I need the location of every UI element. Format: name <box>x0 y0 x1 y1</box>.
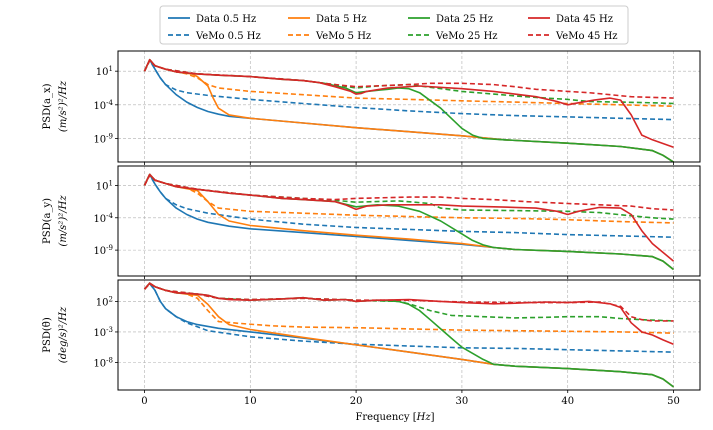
legend-label-vemo_05: VeMo 0.5 Hz <box>195 31 261 42</box>
series-vemo_45-theta <box>143 282 674 322</box>
legend-label-data_05: Data 0.5 Hz <box>196 14 256 25</box>
series-vemo_5-ay <box>143 174 674 224</box>
series-vemo_25-ax <box>143 59 674 105</box>
y-tick-label-ax-0-base: 10 <box>96 67 109 78</box>
legend-label-vemo_5: VeMo 5 Hz <box>315 31 371 42</box>
y-axis-unit-ay: (m/s²)²/Hz <box>58 195 69 247</box>
panel-frame-ax <box>117 50 701 163</box>
y-tick-label-ay-1: 10-4 <box>93 212 113 225</box>
y-tick-label-ax-1-base: 10 <box>93 101 106 112</box>
y-tick-label-theta-1: 10-3 <box>93 326 113 339</box>
series-vemo_05-ay <box>143 174 674 238</box>
y-tick-label-ay-2-base: 10 <box>93 246 106 257</box>
y-axis-unit-theta: (deg/s)²/Hz <box>58 306 69 363</box>
series-vemo_05-theta <box>143 282 674 353</box>
y-tick-label-ax-1-exp: -4 <box>106 99 113 107</box>
y-tick-label-theta-1-exp: -3 <box>106 326 113 334</box>
legend-label-data_45: Data 45 Hz <box>556 14 613 25</box>
x-tick-label-2: 20 <box>350 396 363 407</box>
y-tick-label-theta-2-base: 10 <box>93 359 106 370</box>
series-vemo_45-ax <box>143 59 674 99</box>
y-tick-label-theta-0-base: 10 <box>96 297 109 308</box>
y-axis-label-ay: PSD(a_y) <box>42 198 53 244</box>
y-tick-label-theta-0-exp: 2 <box>109 295 113 303</box>
y-tick-label-theta-1-base: 10 <box>93 328 106 339</box>
x-axis-label-text: Frequency <box>355 412 409 423</box>
series-data_45-theta <box>143 282 674 345</box>
series-vemo_45-ay <box>143 174 674 211</box>
series-group-ay <box>143 173 675 271</box>
y-tick-label-ay-1-exp: -4 <box>106 212 113 220</box>
x-tick-label-1: 10 <box>244 396 257 407</box>
series-vemo_5-theta <box>143 282 674 334</box>
panel-frame-theta <box>117 279 701 391</box>
legend-box <box>159 5 629 45</box>
y-tick-label-ax-0-exp: 1 <box>109 65 113 73</box>
series-group-theta <box>143 282 674 388</box>
x-tick-label-0: 0 <box>141 396 147 407</box>
legend-label-vemo_25: VeMo 25 Hz <box>435 31 498 42</box>
x-tick-label-3: 30 <box>456 396 469 407</box>
series-group-ax <box>143 58 674 162</box>
y-axis-label-theta: PSD(θ̇) <box>42 317 53 353</box>
y-tick-label-ax-2: 10-9 <box>93 132 113 145</box>
y-tick-label-ax-1: 10-4 <box>93 99 113 112</box>
y-tick-label-theta-0: 102 <box>96 295 113 308</box>
y-tick-label-ay-2-exp: -9 <box>106 244 113 252</box>
y-tick-label-ay-2: 10-9 <box>93 244 113 257</box>
y-tick-label-theta-2: 10-8 <box>93 357 113 370</box>
series-vemo_25-ay <box>143 174 674 220</box>
y-tick-label-ay-0-base: 10 <box>96 181 109 192</box>
x-tick-label-4: 40 <box>561 396 574 407</box>
legend-label-data_5: Data 5 Hz <box>316 14 367 25</box>
y-tick-label-ax-2-base: 10 <box>93 134 106 145</box>
series-data_05-ay <box>143 173 674 271</box>
legend-label-vemo_45: VeMo 45 Hz <box>555 31 618 42</box>
y-axis-label-ax: PSD(a_x) <box>42 83 53 129</box>
y-tick-label-ax-2-exp: -9 <box>106 132 113 140</box>
y-tick-label-theta-2-exp: -8 <box>106 357 113 365</box>
legend-label-data_25: Data 25 Hz <box>436 14 493 25</box>
y-tick-label-ay-1-base: 10 <box>93 214 106 225</box>
y-tick-label-ax-0: 101 <box>96 65 113 78</box>
y-axis-unit-ax: (m/s²)²/Hz <box>58 80 69 132</box>
legend: Data 0.5 Hz Data 5 Hz Data 25 Hz Data 45 Hz… <box>159 5 629 45</box>
series-data_25-ay <box>143 173 674 271</box>
series-data_5-ay <box>143 173 674 271</box>
panel-frame-ay <box>117 165 701 277</box>
x-axis-label: Frequency [Hz] <box>355 412 434 423</box>
series-data_45-ax <box>143 58 674 148</box>
series-vemo_05-ax <box>143 59 674 121</box>
y-tick-label-ay-0: 101 <box>96 179 113 192</box>
y-tick-label-ay-0-exp: 1 <box>109 179 113 187</box>
x-tick-label-5: 50 <box>667 396 680 407</box>
x-axis-label-unit: Hz <box>416 412 432 423</box>
